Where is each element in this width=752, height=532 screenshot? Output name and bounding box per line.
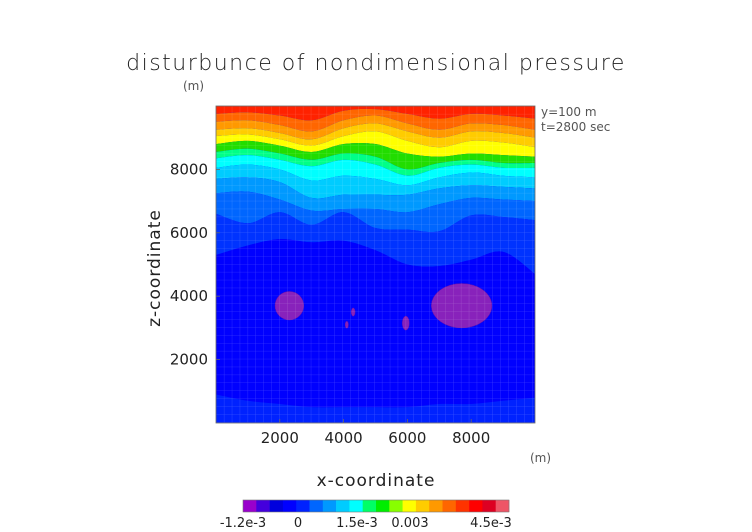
- colorbar-swatch: [296, 500, 310, 512]
- colorbar-swatch: [309, 500, 324, 512]
- x-axis-ticks: 2000 4000 6000 8000: [261, 419, 490, 447]
- colorbar-swatch: [429, 500, 443, 512]
- annotation-y: y=100 m: [541, 105, 597, 119]
- x-tick-label: 6000: [388, 429, 426, 447]
- colorbar-tick-label: 4.5e-3: [470, 516, 512, 531]
- colorbar: [242, 499, 510, 513]
- colorbar-swatch: [402, 500, 417, 512]
- colorbar-swatch: [322, 500, 337, 512]
- x-tick-label: 4000: [325, 429, 363, 447]
- colorbar-swatch: [362, 500, 377, 512]
- x-tick-label: 2000: [261, 429, 299, 447]
- colorbar-tick-label: -1.2e-3: [220, 516, 266, 531]
- y-axis-label: z-coordinate: [145, 209, 165, 327]
- colorbar-tick-label: 0: [294, 516, 302, 531]
- x-unit-label: (m): [530, 451, 551, 465]
- colorbar-swatch: [336, 500, 350, 512]
- colorbar-swatch: [269, 500, 284, 512]
- colorbar-swatch: [415, 500, 430, 512]
- colorbar-swatch: [282, 500, 297, 512]
- colorbar-tick-label: 0.003: [391, 516, 428, 531]
- colorbar-swatch: [256, 500, 270, 512]
- y-tick-label: 8000: [170, 160, 208, 178]
- colorbar-swatch: [495, 500, 510, 512]
- colorbar-swatch: [482, 500, 496, 512]
- y-tick-label: 2000: [170, 351, 208, 369]
- colorbar-swatch: [442, 500, 457, 512]
- plot-grid: [216, 106, 535, 423]
- colorbar-swatch: [455, 500, 470, 512]
- x-tick-label: 8000: [452, 429, 490, 447]
- colorbar-swatch: [389, 500, 403, 512]
- colorbar-swatch: [469, 500, 483, 512]
- plot-frame: [215, 105, 536, 424]
- colorbar-tick-label: 1.5e-3: [336, 516, 378, 531]
- colorbar-tick-labels: -1.2e-3 0 1.5e-3 0.003 4.5e-3: [220, 516, 512, 531]
- annotation-t: t=2800 sec: [541, 120, 610, 134]
- x-axis-label: x-coordinate: [317, 471, 436, 491]
- y-tick-label: 6000: [170, 224, 208, 242]
- colorbar-swatch: [349, 500, 363, 512]
- colorbar-swatch: [243, 500, 257, 512]
- z-unit-label: (m): [183, 79, 204, 93]
- colorbar-frame: [242, 499, 510, 513]
- y-axis-ticks: 2000 4000 6000 8000: [170, 160, 220, 369]
- y-tick-label: 4000: [170, 287, 208, 305]
- chart-title: disturbunce of nondimensional pressure: [126, 51, 626, 76]
- colorbar-swatch: [376, 500, 390, 512]
